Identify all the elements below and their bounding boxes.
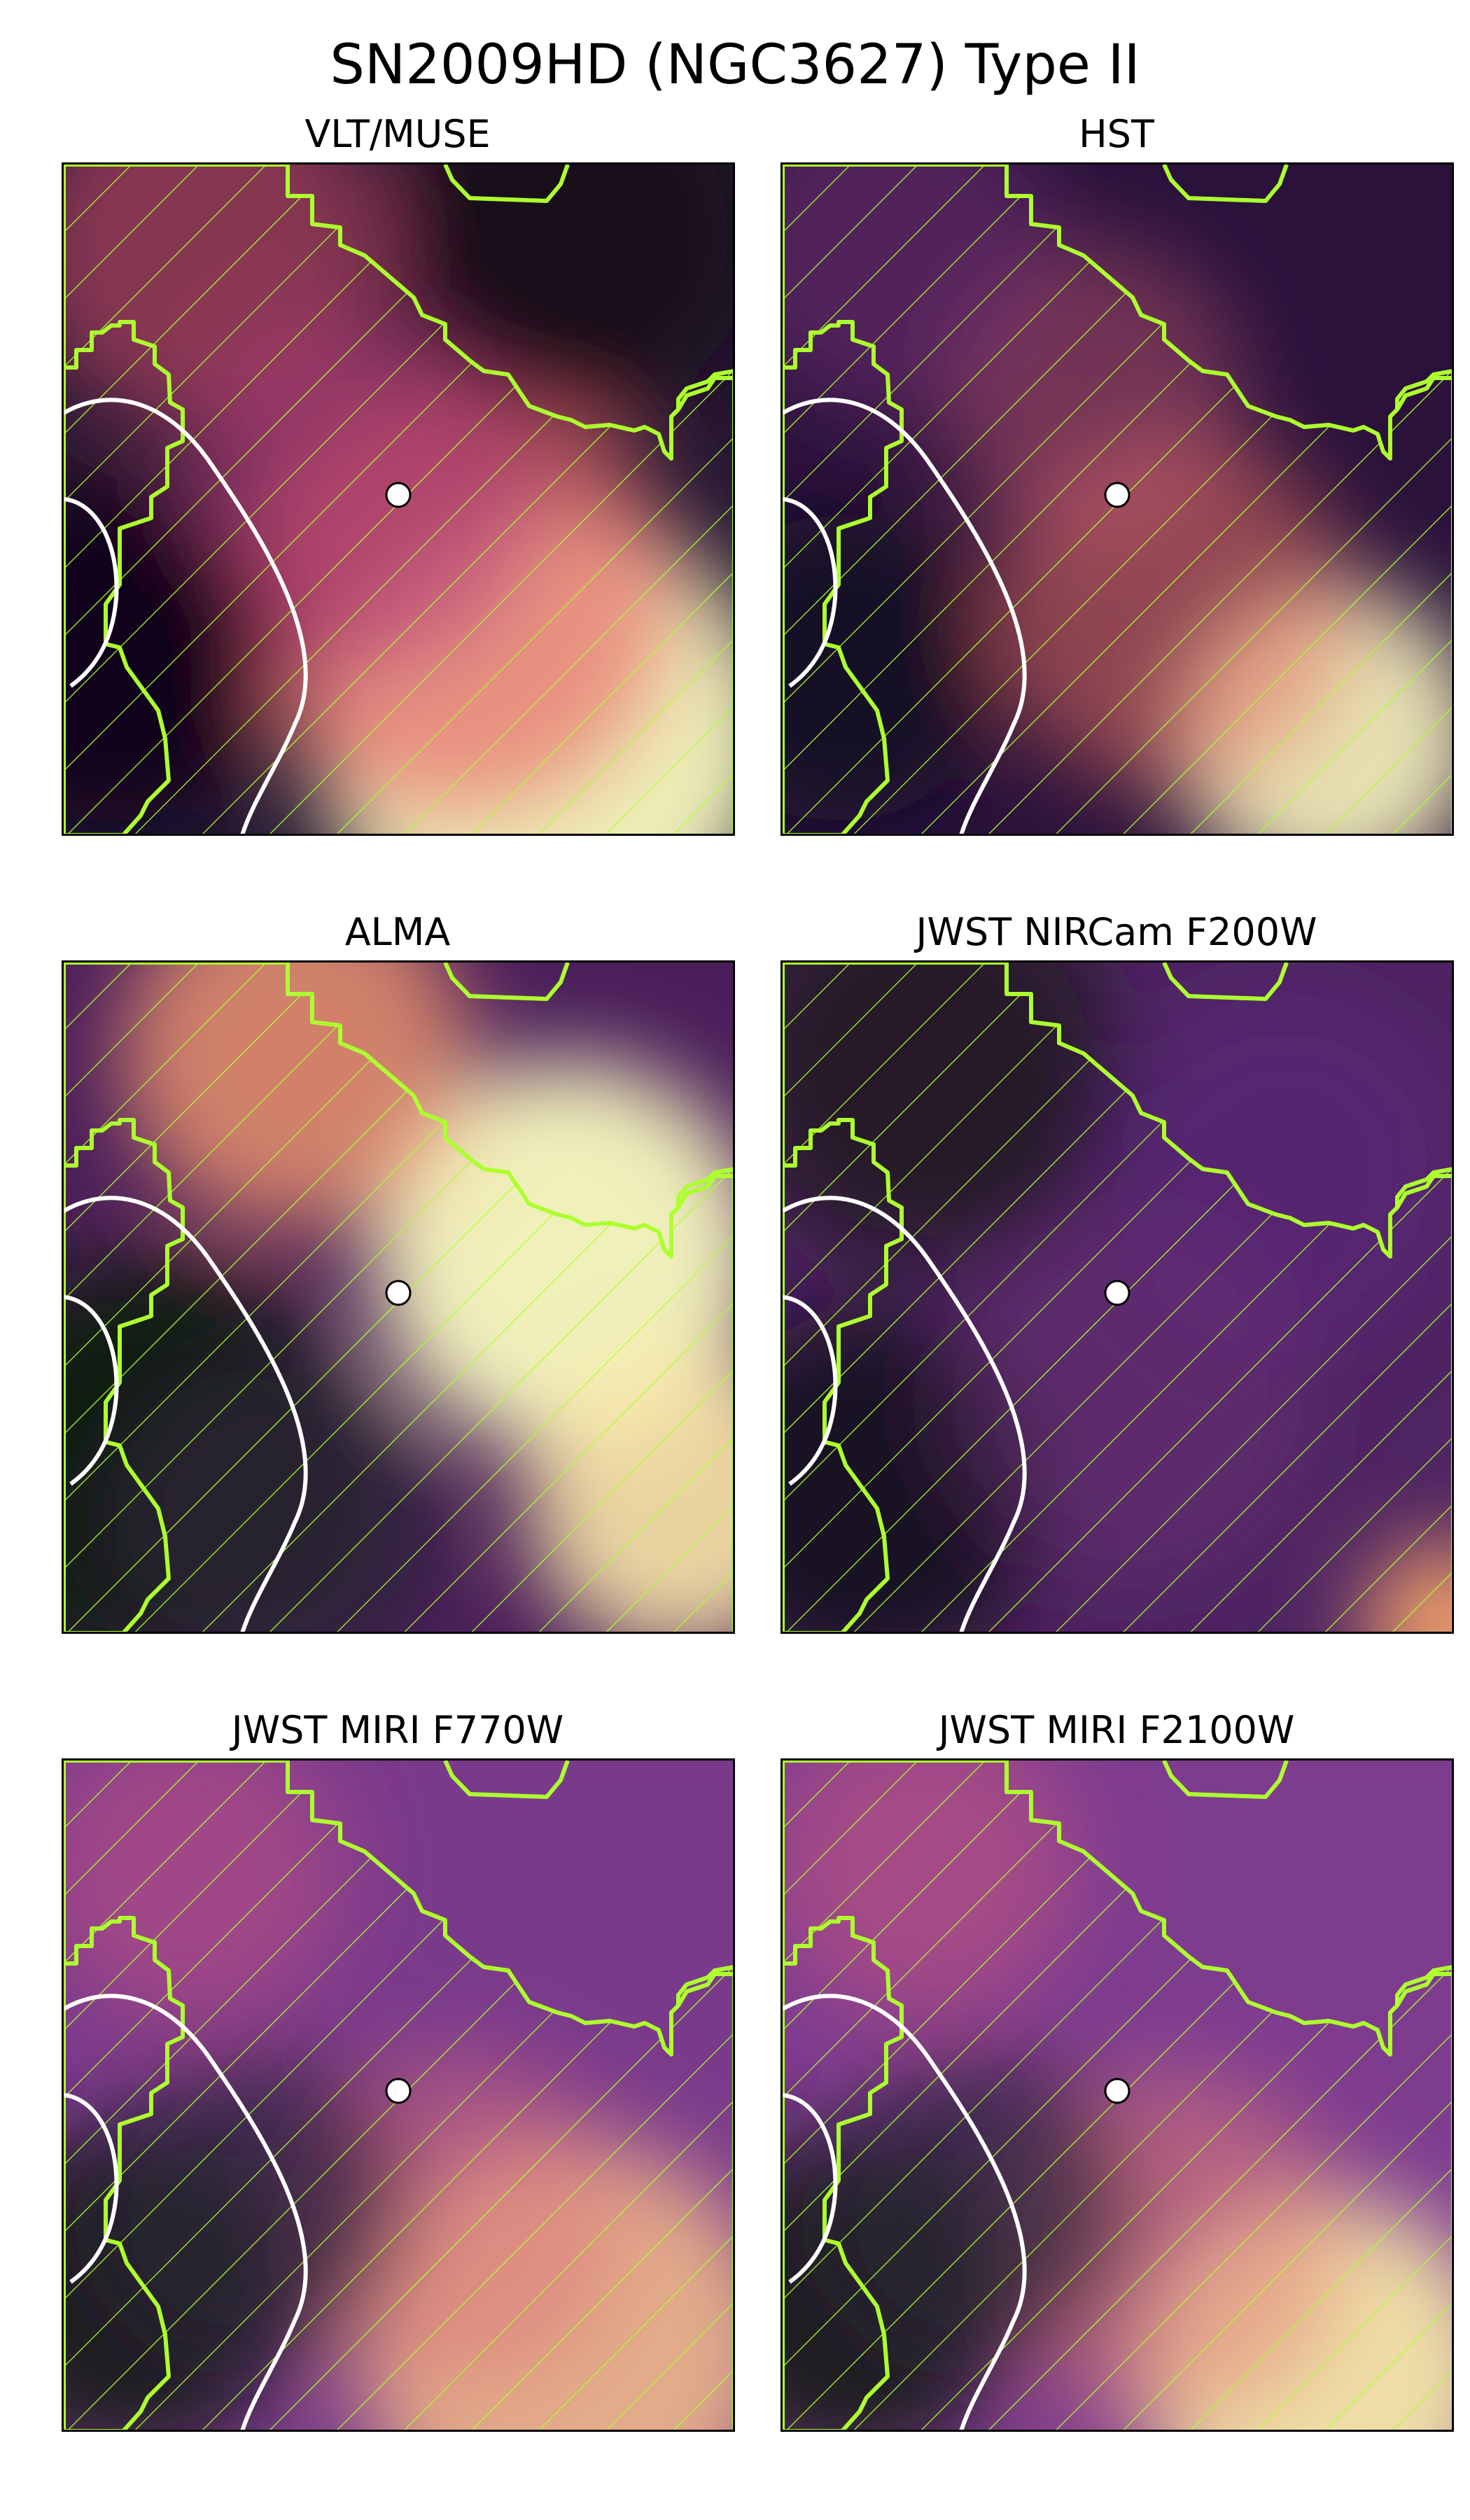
green-contour-right [1395,1972,1452,2007]
panel-miri-f770w [62,1758,735,2432]
white-contour-inner [64,1295,119,1486]
white-contour-inner [64,497,119,688]
green-contour [783,164,1452,834]
green-contour-inner [783,1118,904,1632]
white-contour-outer [783,1196,1027,1632]
panel-title-nircam: JWST NIRCam F200W [916,910,1317,954]
sn-position-marker [1104,2078,1130,2104]
green-contour [783,962,1452,1632]
sn-position-marker [385,2078,412,2104]
panel-image [783,1760,1452,2430]
green-contour-top [443,1760,570,1799]
panel-title-miri-f2100w: JWST MIRI F2100W [938,1708,1295,1752]
green-contour-inner [783,320,904,834]
panel-title-alma: ALMA [344,910,451,954]
green-contour [783,1760,1452,2430]
green-contour-right [676,1972,733,2007]
white-contour-outer [783,398,1027,834]
panel-image [64,962,733,1632]
sn-position-marker [1104,482,1130,508]
sn-position-marker [385,482,412,508]
panel-title-hst: HST [1079,112,1154,156]
green-contour-top [443,962,570,1001]
green-contour-right [676,376,733,411]
sn-position-marker [385,1280,412,1306]
green-contour-inner [64,320,185,834]
white-contour-outer [783,1994,1027,2430]
green-contour-top [443,164,570,203]
white-contour-inner [783,1295,838,1486]
panel-title-muse: VLT/MUSE [304,112,491,156]
panel-muse [62,162,735,836]
green-contour-inner [64,1916,185,2430]
panel-image [783,962,1452,1632]
panel-nircam [780,960,1454,1634]
white-contour-inner [783,497,838,688]
green-contour-inner [783,1916,904,2430]
panel-hst [780,162,1454,836]
panel-miri-f2100w [780,1758,1454,2432]
panel-title-miri-f770w: JWST MIRI F770W [231,1708,564,1752]
white-contour-inner [783,2093,838,2284]
green-contour-top [1162,164,1289,203]
panel-image [64,1760,733,2430]
emission-blob [393,164,733,416]
white-contour-outer [64,1994,308,2430]
green-contour-top [1162,1760,1289,1799]
green-contour [64,164,733,834]
green-contour-right [1395,1174,1452,1209]
green-contour-top [1162,962,1289,1001]
green-contour [64,1760,733,2430]
panel-image [64,164,733,834]
green-contour-right [676,1174,733,1209]
panel-alma [62,960,735,1634]
panel-image [783,164,1452,834]
green-contour-inner [64,1118,185,1632]
green-contour-right [1395,376,1452,411]
white-contour-inner [64,2093,119,2284]
figure-title: SN2009HD (NGC3627) Type II [330,34,1140,97]
white-contour-outer [64,1196,308,1632]
green-contour [64,962,733,1632]
white-contour-outer [64,398,308,834]
sn-position-marker [1104,1280,1130,1306]
